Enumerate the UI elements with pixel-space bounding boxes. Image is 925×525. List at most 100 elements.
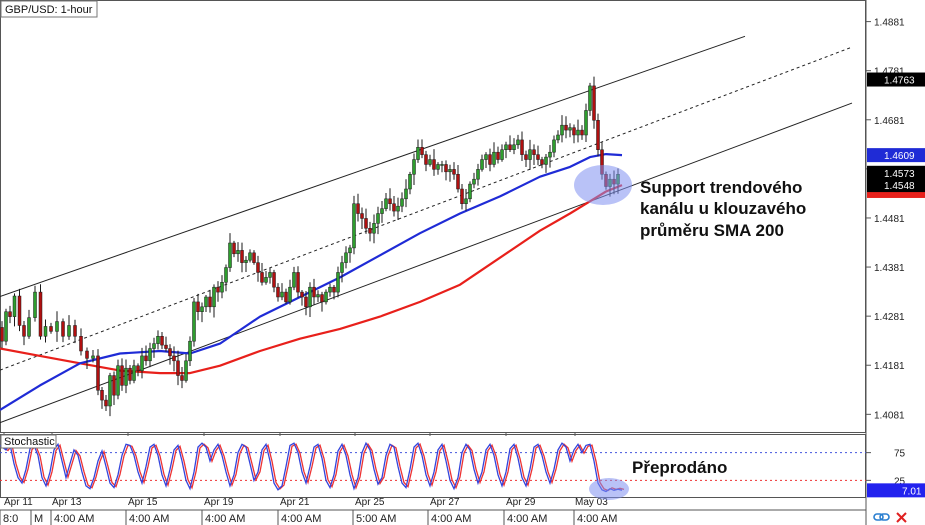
stoch-d-line: [1, 442, 625, 492]
x-date-label: Apr 19: [204, 497, 234, 508]
support-annotation-line-3: průměru SMA 200: [640, 221, 784, 240]
candle-bear: [320, 294, 324, 303]
candle-bull: [244, 259, 248, 263]
candle-bear: [572, 127, 576, 136]
x-time-label: 5:00 AM: [356, 513, 396, 525]
candle-bull: [544, 156, 548, 165]
candle-bull: [484, 154, 488, 160]
candle-bull: [380, 208, 384, 214]
candle-bull: [12, 295, 17, 317]
candle-bull: [512, 144, 516, 150]
candle-bull: [492, 151, 496, 165]
candle-bull: [440, 164, 444, 166]
candle-bull: [67, 325, 71, 337]
candle-bull: [480, 159, 484, 170]
candle-bull: [228, 242, 232, 268]
candle-bull: [448, 169, 452, 173]
x-date-label: Apr 25: [355, 497, 385, 508]
candle-bull: [376, 213, 380, 224]
candle-bull: [528, 149, 532, 160]
candle-bear: [444, 164, 448, 173]
x-time-label: 8:0: [3, 513, 18, 525]
close-price-tag: [867, 178, 925, 193]
x-time-label: M: [34, 513, 43, 525]
candle-bull: [324, 291, 328, 303]
candle-bull: [248, 252, 252, 261]
candle-bull: [464, 198, 468, 204]
candle-bull: [224, 267, 228, 283]
candle-bull: [116, 365, 120, 396]
candle-bull: [560, 124, 564, 136]
candle-bull: [552, 139, 556, 153]
candle-bear: [164, 344, 168, 349]
candle-bull: [148, 348, 152, 362]
candle-bear: [85, 350, 89, 359]
candle-bull: [236, 250, 240, 255]
candle-bull: [416, 147, 420, 160]
last-price-label: 1.4763: [884, 76, 915, 87]
candle-bear: [100, 390, 104, 401]
candle-bear: [364, 218, 368, 229]
candle-bear: [456, 174, 460, 190]
candle-bull: [404, 188, 408, 200]
middle-channel-line: [0, 46, 853, 371]
candle-bull: [212, 286, 216, 308]
candle-bear: [256, 262, 260, 273]
last-price-tag: [867, 72, 925, 87]
y-tick-label: 1.4881: [874, 18, 905, 29]
x-date-label: Apr 29: [506, 497, 536, 508]
candle-bear: [420, 147, 424, 155]
candle-bear: [508, 144, 512, 150]
candle-bull: [408, 174, 412, 190]
x-time-label: 4:00 AM: [431, 513, 471, 525]
candle-bear: [8, 311, 12, 317]
close-icon[interactable]: [896, 512, 907, 523]
candle-bull: [504, 144, 508, 150]
candle-bull: [340, 262, 344, 273]
candle-bear: [532, 149, 536, 155]
y-tick-label: 1.4481: [874, 214, 905, 225]
candle-bear: [136, 365, 140, 371]
candle-bull: [316, 294, 320, 298]
x-time-label: 4:00 AM: [281, 513, 321, 525]
candle-bear: [300, 291, 304, 298]
candle-bear: [488, 154, 492, 165]
candle-bear: [252, 252, 256, 263]
candle-bull: [472, 178, 476, 185]
candle-bull: [288, 286, 292, 303]
link-icon[interactable]: [873, 513, 890, 521]
candle-bull: [140, 355, 144, 371]
candle-bear: [424, 154, 428, 165]
candle-bull: [584, 110, 588, 136]
high-mark-price-label: 1.4573: [884, 169, 915, 180]
candle-bear: [304, 296, 308, 308]
x-time-label: 4:00 AM: [205, 513, 245, 525]
candle-bear: [580, 129, 584, 136]
candle-bear: [564, 124, 568, 131]
y-tick-label: 1.4281: [874, 312, 905, 323]
sma100-price-tag: [867, 148, 925, 163]
candle-bear: [160, 336, 164, 346]
x-time-label: 4:00 AM: [129, 513, 169, 525]
candle-bear: [61, 321, 65, 337]
candle-bull: [400, 198, 404, 207]
candle-bear: [312, 286, 316, 298]
candle-bear: [392, 203, 396, 212]
candle-bear: [388, 198, 392, 204]
candle-bull: [568, 127, 572, 131]
close-price-label: 1.4548: [884, 181, 915, 192]
x-time-label: 4:00 AM: [577, 513, 617, 525]
x-date-label: Apr 15: [128, 497, 158, 508]
support-annotation-line-2: kanálu u klouzavého: [640, 199, 806, 218]
candle-bear: [172, 355, 176, 362]
x-date-label: Apr 21: [280, 497, 310, 508]
candle-bear: [232, 242, 236, 255]
candle-bull: [132, 365, 136, 381]
candle-bull: [91, 355, 95, 359]
y-tick-label: 1.4081: [874, 410, 905, 421]
candle-bear: [0, 327, 4, 342]
candle-bull: [152, 343, 156, 349]
candle-bull: [348, 247, 352, 254]
